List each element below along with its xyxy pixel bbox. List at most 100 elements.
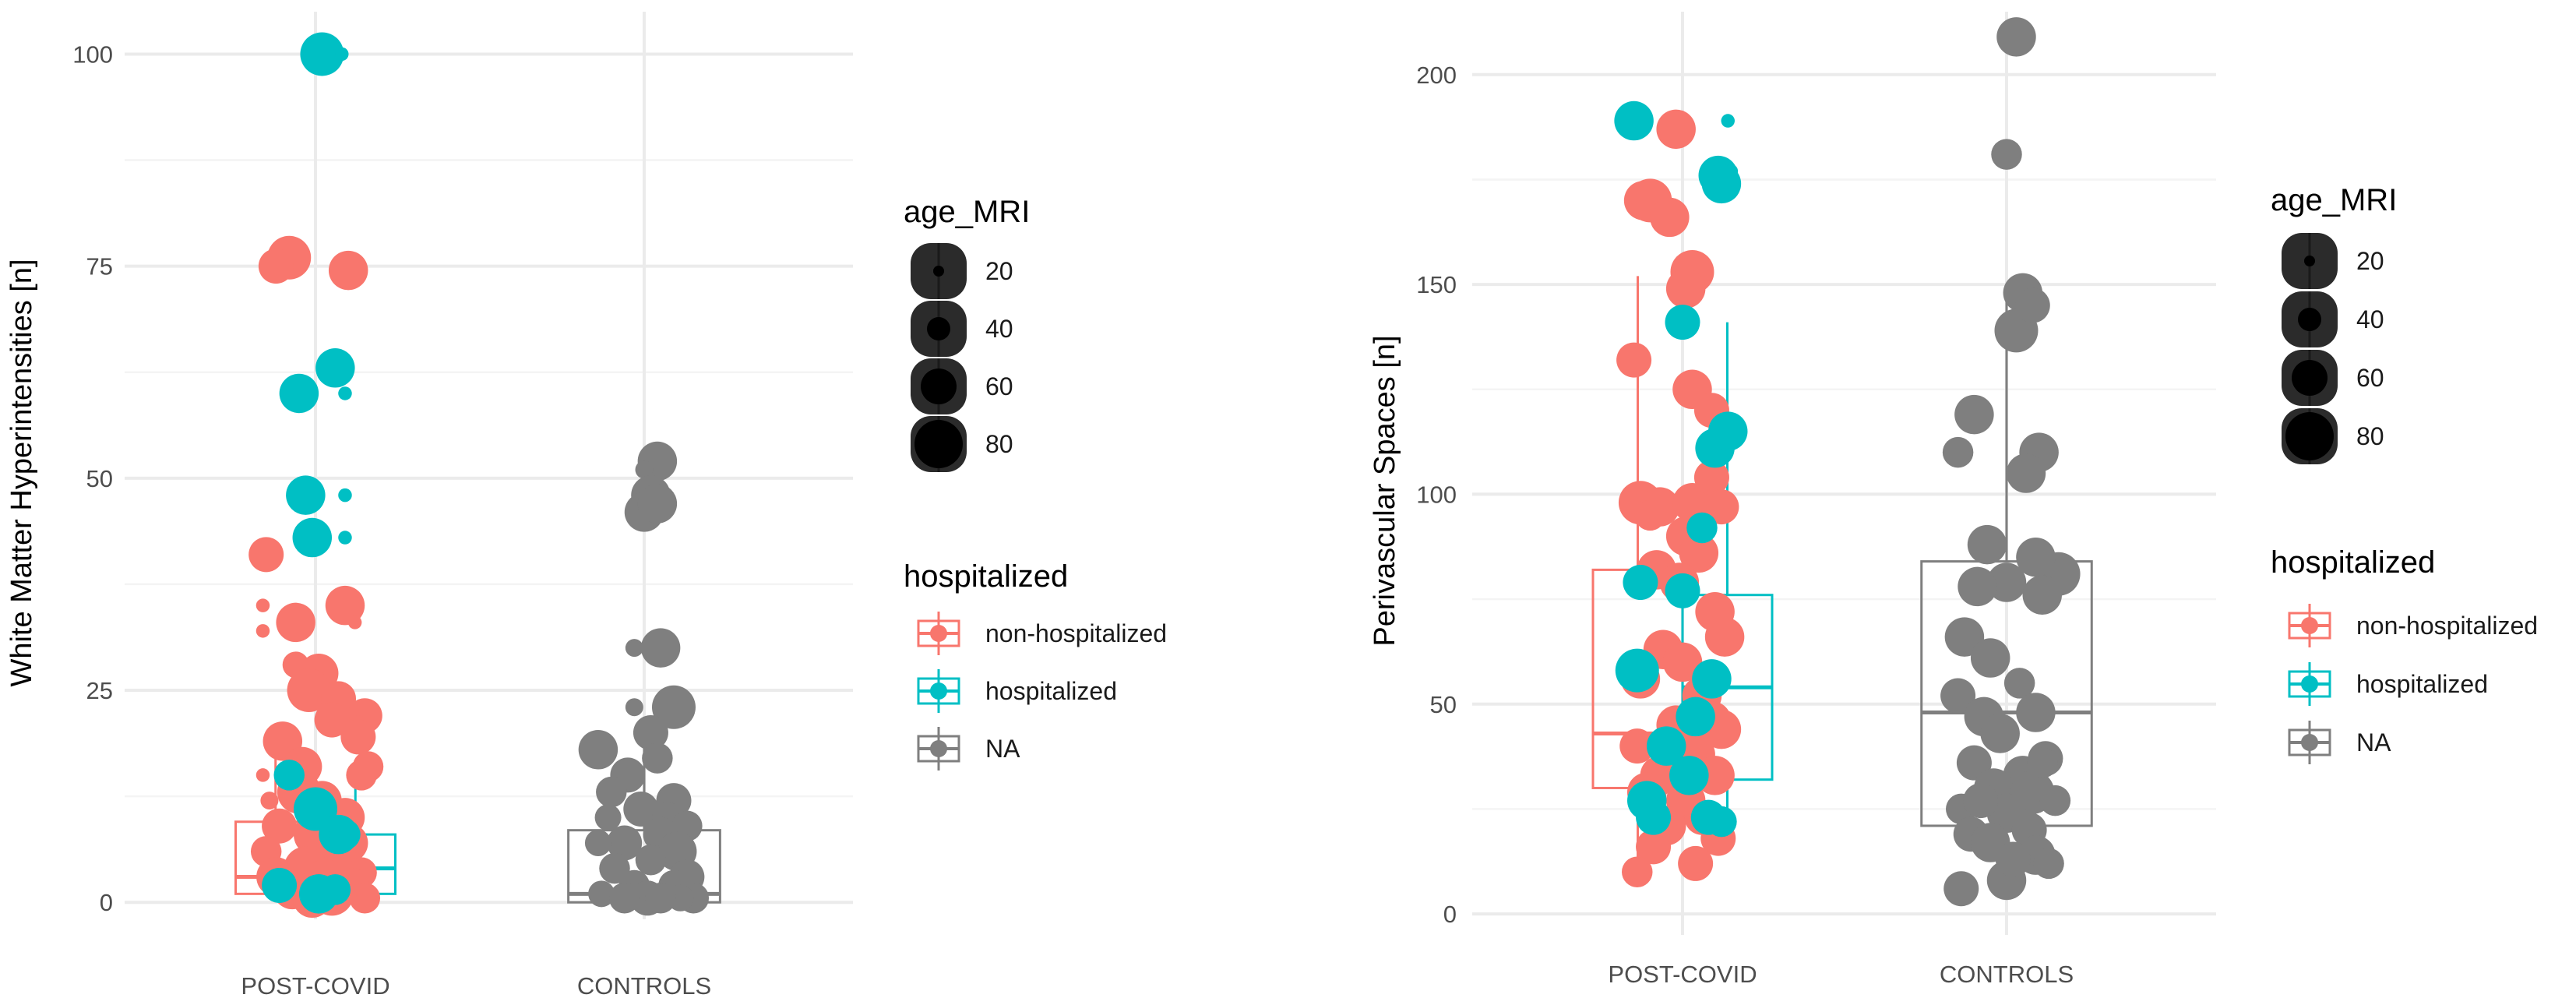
data-point	[319, 874, 351, 905]
data-point	[1676, 696, 1715, 737]
data-point	[1646, 726, 1686, 766]
legend-size-key-dot	[2285, 412, 2334, 460]
data-point	[325, 585, 365, 626]
y-tick-labels: 0 50 100 150 200	[1416, 62, 1457, 928]
legend-color-key-dot	[2301, 617, 2318, 634]
data-point	[625, 639, 643, 658]
data-point	[1665, 573, 1700, 608]
data-point	[2039, 785, 2071, 816]
legend-color-label: hospitalized	[2356, 670, 2488, 698]
data-point	[346, 760, 377, 791]
size-legend-keys: 20 40 60 80	[2282, 233, 2384, 464]
data-point	[1662, 642, 1703, 682]
legend-color-key-dot	[2301, 675, 2318, 693]
y-axis-title: White Matter Hyperintensities [n]	[5, 259, 38, 686]
legend-color-key-dot	[930, 682, 947, 700]
y-tick-label: 75	[86, 253, 113, 280]
data-point	[1724, 164, 1739, 178]
data-point	[2003, 668, 2035, 699]
data-point	[1669, 756, 1709, 795]
data-point	[1634, 499, 1666, 531]
legend-color-key-dot	[2301, 734, 2318, 751]
x-tick-labels: POST-COVID CONTROLS	[241, 972, 711, 1000]
data-point	[329, 819, 361, 850]
data-point	[1980, 714, 2020, 753]
legend-size-label: 80	[985, 430, 1013, 458]
data-point	[1986, 562, 2027, 602]
data-point	[637, 484, 678, 524]
data-point	[1958, 566, 1997, 607]
data-point	[1616, 342, 1652, 378]
legend-color-label: non-hospitalized	[2356, 612, 2538, 640]
data-point	[1679, 533, 1719, 573]
legend-size-key-dot	[2298, 308, 2321, 331]
data-point	[292, 517, 333, 558]
x-tick-label: CONTROLS	[1940, 961, 2074, 988]
y-tick-label: 100	[1416, 481, 1457, 508]
data-point	[635, 460, 654, 479]
data-point	[2033, 848, 2064, 880]
legend-color-key-dot	[930, 625, 947, 642]
data-point	[279, 373, 319, 414]
x-tick-label: CONTROLS	[577, 972, 711, 1000]
data-point	[1704, 617, 1745, 657]
jitter-points	[1614, 17, 2081, 907]
data-point	[1692, 659, 1732, 699]
data-point	[596, 776, 627, 808]
legend-color-title: hospitalized	[904, 559, 1068, 594]
data-point	[1693, 460, 1729, 495]
data-point	[349, 883, 381, 914]
legend-size-label: 60	[985, 372, 1013, 400]
data-point	[1636, 829, 1672, 865]
y-axis-title: Perivascular Spaces [n]	[1369, 335, 1401, 646]
data-point	[1619, 728, 1655, 764]
legend-color-title: hospitalized	[2271, 545, 2435, 580]
data-point	[262, 808, 298, 844]
y-tick-label: 200	[1416, 62, 1457, 89]
data-point	[328, 250, 368, 291]
data-point	[1614, 100, 1654, 141]
panel-pvs: 0 50 100 150 200 POST-COVID CONTROLS Perivas…	[1369, 12, 2216, 988]
data-point	[1995, 841, 2031, 877]
data-point	[262, 867, 298, 903]
legend-size-label: 20	[2356, 247, 2384, 275]
legend-color-label: non-hospitalized	[985, 619, 1167, 647]
jitter-points	[248, 32, 710, 919]
legend-color-label: NA	[985, 735, 1020, 763]
data-point	[1665, 305, 1700, 340]
data-point	[1615, 648, 1659, 693]
legend-size-key-dot	[2292, 360, 2328, 396]
y-tick-label: 150	[1416, 271, 1457, 298]
legend-left: age_MRI 20 40 60 80 hospitalized non-hospit…	[904, 195, 1167, 770]
y-tick-label: 0	[1443, 901, 1457, 928]
legend-color-label: hospitalized	[985, 677, 1117, 705]
data-point	[651, 685, 696, 729]
data-point	[335, 47, 349, 62]
data-point	[1963, 783, 1999, 819]
data-point	[2022, 575, 2063, 615]
data-point	[1706, 806, 1737, 838]
legend-size-label: 20	[985, 257, 1013, 285]
data-point	[1967, 524, 2007, 565]
data-point	[1996, 17, 2036, 57]
data-point	[1954, 394, 1994, 435]
legend-right: age_MRI 20 40 60 80 hospitalized non-hospit…	[2271, 183, 2538, 764]
data-point	[273, 760, 305, 791]
data-point	[2014, 287, 2050, 323]
data-point	[286, 475, 326, 515]
data-point	[2016, 693, 2056, 732]
legend-color-key-dot	[930, 740, 947, 757]
y-tick-labels: 0 25 50 75 100	[72, 41, 113, 916]
data-point	[584, 830, 611, 857]
legend-size-label: 60	[2356, 364, 2384, 392]
data-point	[594, 804, 622, 831]
panel-wmh: 0 25 50 75 100 POST-COVID CONTROLS White Mat…	[5, 12, 853, 1000]
data-point	[1943, 871, 1979, 907]
data-point	[248, 537, 284, 573]
data-point	[640, 628, 681, 668]
data-point	[623, 791, 659, 827]
x-tick-label: POST-COVID	[241, 972, 389, 1000]
data-point	[260, 792, 279, 810]
data-point	[635, 845, 667, 876]
data-point	[314, 702, 350, 738]
